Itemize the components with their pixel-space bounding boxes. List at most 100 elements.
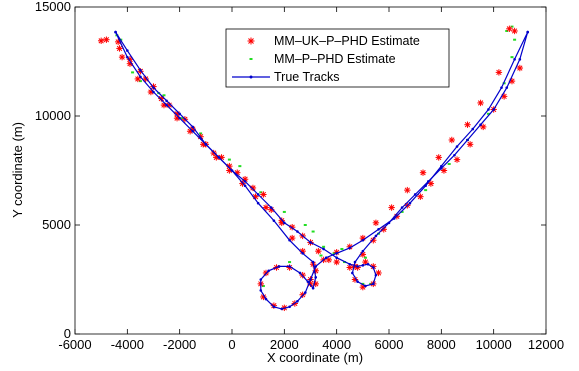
true-track-point	[283, 221, 286, 225]
mm-p-phd-point	[319, 254, 323, 257]
true-track-point	[322, 247, 325, 251]
mm-p-phd-point	[322, 245, 326, 248]
mm-uk-p-phd-point	[448, 136, 455, 144]
true-track-point	[256, 193, 260, 196]
true-track-point	[191, 125, 195, 129]
mm-p-phd-point	[400, 210, 404, 213]
true-track-point	[513, 58, 516, 61]
y-tick-label: 10000	[35, 108, 71, 123]
x-tick-label: -4000	[111, 337, 144, 352]
true-track-point	[296, 230, 299, 233]
true-track-point	[372, 282, 375, 286]
true-track-point	[296, 300, 299, 303]
mm-p-phd-point	[180, 117, 184, 120]
true-track-point	[204, 143, 208, 146]
x-axis-label: X coordinate (m)	[267, 350, 363, 365]
true-track-point	[424, 184, 427, 188]
true-track-point	[303, 291, 307, 294]
mm-p-phd-point	[311, 230, 315, 233]
true-track-point	[314, 265, 318, 268]
true-track-point	[269, 206, 273, 209]
legend-label-true: True Tracks	[274, 70, 340, 84]
mm-uk-p-phd-point	[388, 204, 395, 211]
mm-p-phd-point	[138, 80, 142, 83]
legend-label-mm-p: MM–P–PHD Estimate	[274, 52, 396, 66]
true-track-point	[165, 103, 168, 107]
true-track-point	[324, 256, 328, 260]
true-track-point	[335, 256, 338, 260]
true-track-point	[364, 284, 367, 288]
mm-p-phd-point	[510, 56, 514, 59]
mm-uk-p-phd-point	[249, 184, 257, 192]
true-track-point	[353, 260, 357, 264]
true-track-point	[500, 86, 503, 89]
x-tick-label: 4000	[322, 337, 351, 352]
mm-p-phd-point	[513, 38, 517, 41]
x-tick-label: -2000	[163, 337, 196, 352]
mm-uk-p-phd-point	[464, 121, 471, 128]
tick-labels: -6000 -4000 -2000 0 2000 4000 6000 8000 10000 120…	[35, 0, 564, 352]
x-tick-label: 10000	[476, 337, 512, 352]
mm-p-phd-point	[238, 165, 242, 168]
true-track-point	[413, 193, 417, 196]
true-track-point	[178, 112, 181, 116]
true-track-point	[288, 305, 291, 309]
true-track-point	[366, 262, 370, 266]
mm-p-phd-point	[131, 71, 135, 74]
x-tick-label: 8000	[427, 337, 456, 352]
mm-uk-p-phd-point	[404, 186, 411, 194]
mm-p-phd-point	[162, 94, 166, 97]
true-track-point	[314, 276, 318, 279]
mm-p-phd-point	[261, 285, 265, 288]
true-track-point	[356, 265, 359, 268]
plot-border	[74, 6, 547, 335]
y-tick-label: 0	[64, 326, 71, 341]
mm-uk-p-phd-point	[477, 99, 484, 107]
true-track-point	[301, 252, 304, 255]
true-track-point	[335, 252, 338, 255]
true-track-point	[152, 86, 155, 89]
legend-label-mm-uk: MM–UK–P–PHD Estimate	[274, 34, 420, 48]
true-track-point	[377, 228, 380, 231]
mm-p-phd-point	[259, 191, 263, 194]
x-tick-label: 6000	[375, 337, 404, 352]
y-tick-label: 15000	[35, 0, 71, 14]
true-track-point	[267, 269, 270, 273]
mm-p-phd-point	[227, 158, 231, 161]
mm-uk-p-phd-point	[260, 191, 267, 198]
mm-uk-p-phd-point	[134, 75, 141, 83]
true-track-point	[288, 238, 291, 242]
true-track-point	[272, 219, 276, 222]
mm-uk-p-phd-point	[516, 64, 524, 72]
true-track-point	[309, 241, 312, 244]
mm-uk-p-phd-point	[372, 219, 380, 227]
legend-mark-mm-uk	[247, 37, 255, 45]
legend-mark-true-dot	[249, 75, 253, 79]
mm-uk-p-phd-point	[419, 169, 427, 176]
true-track-point	[351, 271, 354, 275]
true-track-point	[505, 86, 509, 89]
true-track-point	[243, 180, 247, 183]
mm-uk-p-phd-point	[466, 141, 474, 148]
true-track-point	[139, 68, 142, 72]
mm-uk-p-phd-point	[333, 258, 340, 266]
true-track-point	[152, 90, 155, 94]
x-tick-label: -6000	[58, 337, 91, 352]
mm-p-phd-point	[282, 210, 286, 213]
mm-uk-p-phd-point	[97, 37, 105, 44]
mm-p-phd-point	[363, 256, 367, 259]
true-track-point	[259, 278, 263, 281]
mm-uk-p-phd-point	[116, 45, 123, 52]
mm-p-phd-point	[361, 282, 365, 285]
true-track-point	[165, 99, 168, 103]
mm-uk-p-phd-point	[262, 204, 270, 211]
true-track-point	[348, 262, 352, 266]
x-tick-label: 2000	[270, 337, 299, 352]
true-track-point	[453, 153, 456, 157]
true-track-point	[479, 123, 482, 127]
x-tick-label: 0	[228, 337, 235, 352]
mm-p-phd-point	[303, 224, 307, 226]
mm-uk-p-phd-point	[315, 247, 322, 255]
true-track-point	[518, 58, 522, 61]
true-track-point	[356, 280, 359, 283]
